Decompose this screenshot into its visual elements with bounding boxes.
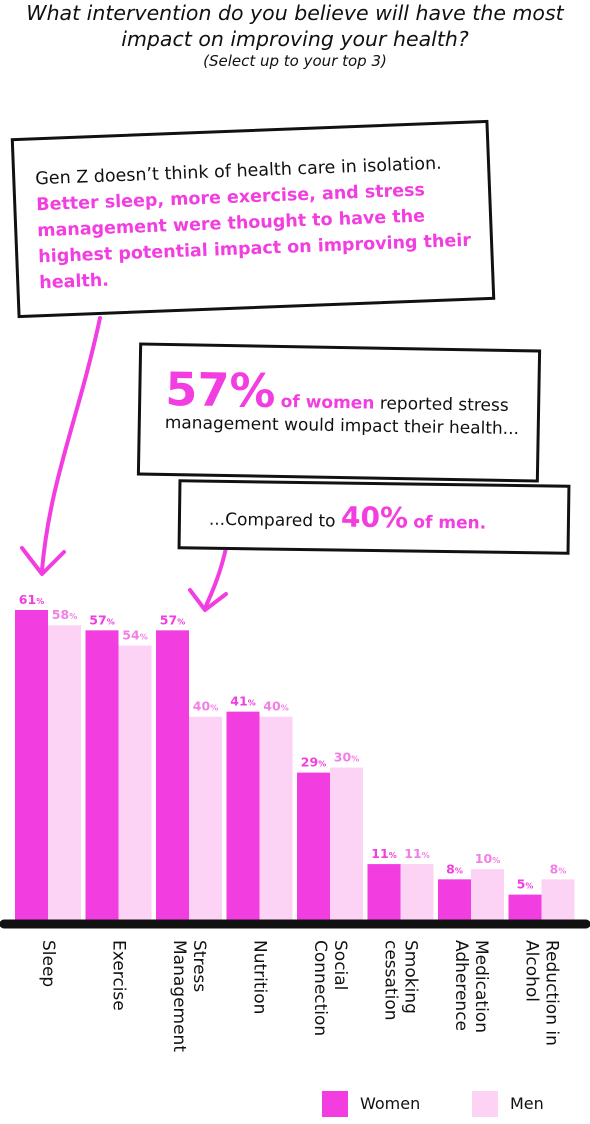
bar-women-3: [156, 630, 189, 920]
x-tick-label-8: Reduction in Alcohol: [521, 940, 562, 1046]
legend-label-women: Women: [360, 1094, 421, 1113]
bar-men-7: [471, 869, 504, 920]
x-tick-label-2: Exercise: [108, 940, 129, 1011]
data-label-women-5: 29%: [301, 755, 326, 770]
bar-men-3: [189, 716, 222, 920]
data-label-women-3: 57%: [160, 612, 185, 627]
data-label-men-5: 30%: [334, 750, 359, 765]
data-label-men-6: 11%: [404, 846, 429, 861]
data-label-men-8: 8%: [550, 861, 567, 876]
x-tick-label-7: Medication Adherence: [451, 940, 491, 1033]
x-tick-label-4: Nutrition: [249, 940, 270, 1015]
bar-men-5: [330, 767, 363, 920]
data-label-women-8: 5%: [517, 877, 534, 892]
legend-swatch-women: [322, 1091, 348, 1117]
data-label-women-7: 8%: [446, 861, 463, 876]
chart-title-main: What intervention do you believe will ha…: [26, 1, 564, 51]
bar-men-6: [400, 864, 434, 920]
data-label-men-3: 40%: [193, 699, 218, 714]
x-tick-label-6: Smoking cessation: [380, 940, 421, 1021]
data-label-men-2: 54%: [122, 628, 147, 643]
x-tick-label-5: Social Connection: [310, 940, 350, 1037]
bar-men-1: [48, 625, 81, 920]
data-label-women-4: 41%: [230, 694, 255, 709]
bar-women-2: [85, 630, 119, 920]
bar-women-1: [15, 610, 48, 920]
x-tick-label-3: Stress Management: [169, 940, 209, 1052]
data-label-men-7: 10%: [475, 851, 500, 866]
bar-women-7: [438, 879, 471, 920]
data-label-women-1: 61%: [19, 592, 44, 607]
bar-men-8: [541, 879, 575, 920]
data-label-men-4: 40%: [263, 699, 288, 714]
data-label-women-2: 57%: [89, 612, 114, 627]
bar-women-4: [226, 711, 260, 920]
bar-women-5: [297, 772, 330, 920]
legend-label-men: Men: [510, 1094, 544, 1113]
bar-women-6: [367, 864, 401, 920]
bar-women-8: [508, 894, 542, 920]
chart-title-note: (Select up to your top 3): [203, 52, 387, 70]
data-label-men-1: 58%: [52, 607, 77, 622]
bar-men-4: [259, 716, 293, 920]
chart-title: What intervention do you believe will ha…: [0, 0, 590, 70]
bar-men-2: [118, 645, 152, 920]
data-label-women-6: 11%: [371, 846, 396, 861]
x-tick-label-1: Sleep: [38, 940, 58, 988]
legend-swatch-men: [472, 1091, 498, 1117]
